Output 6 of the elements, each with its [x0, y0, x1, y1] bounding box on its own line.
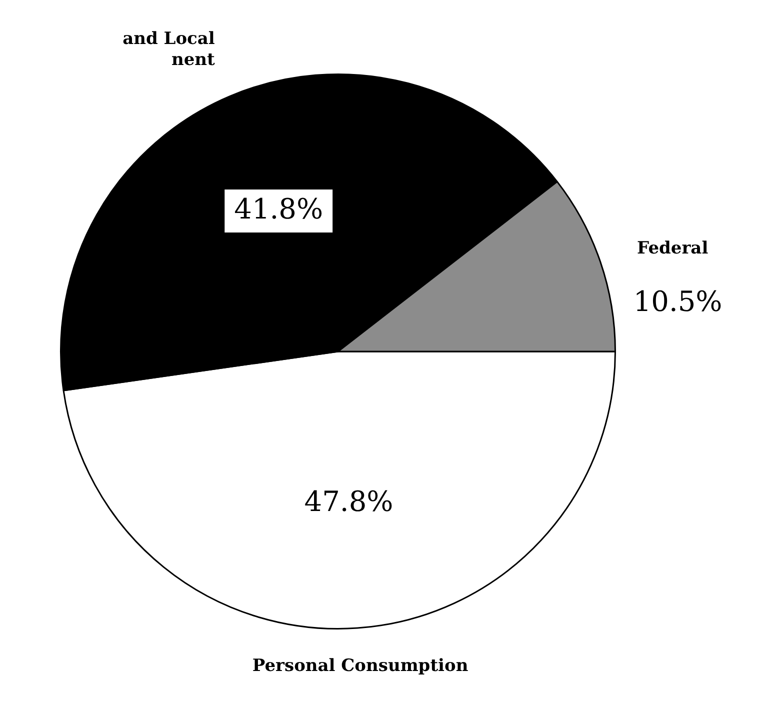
slice-label: and Local nent: [122, 28, 216, 70]
data-label: 47.8%: [304, 484, 394, 518]
slice-label: Personal Consumption: [252, 656, 468, 676]
data-label: 41.8%: [234, 192, 324, 226]
data-label: 10.5%: [633, 285, 722, 318]
slice-label: Federal: [637, 238, 709, 259]
